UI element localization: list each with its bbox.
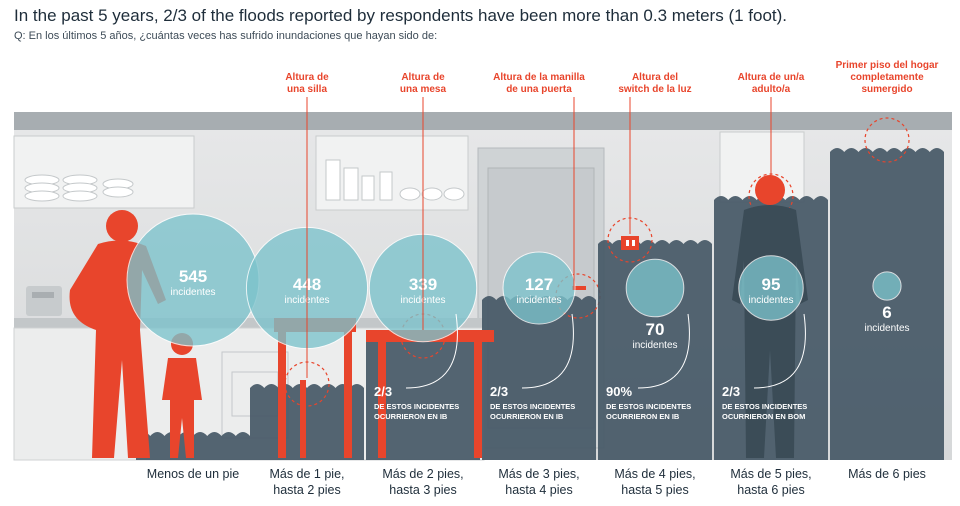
annotation-text: OCURRIERON EN IB (490, 412, 564, 421)
height-label: sumergido (861, 84, 912, 95)
height-label: de una puerta (506, 84, 572, 95)
annotation-text: DE ESTOS INCIDENTES (490, 402, 575, 411)
flood-water-panel (482, 296, 596, 460)
countertop (14, 318, 484, 328)
annotation-text: DE ESTOS INCIDENTES (722, 402, 807, 411)
door-handle-icon (572, 286, 586, 290)
height-label: adulto/a (752, 84, 791, 95)
incident-count: 127 (525, 275, 553, 294)
incident-count: 545 (179, 267, 207, 286)
height-label: Altura de la manilla (493, 72, 585, 83)
incident-count: 6 (882, 303, 891, 322)
category-label: Menos de un pie (147, 467, 239, 481)
toaster-icon (26, 286, 62, 316)
incident-count: 70 (646, 320, 665, 339)
incident-bubble (738, 255, 804, 321)
bowls-icon (24, 174, 134, 202)
annotation-text: DE ESTOS INCIDENTES (606, 402, 691, 411)
category-label: hasta 6 pies (737, 483, 804, 497)
adult-figure (69, 210, 166, 458)
height-label: Primer piso del hogar (836, 60, 939, 71)
annotation-text: OCURRIERON EN BOM (722, 412, 805, 421)
height-label: switch de la luz (618, 84, 691, 95)
height-label: Altura de un/a (738, 72, 805, 83)
annotation-text: OCURRIERON EN IB (606, 412, 680, 421)
incident-bubble (502, 251, 576, 325)
flood-water-panel (830, 148, 944, 460)
height-label: una mesa (400, 84, 447, 95)
incident-label: incidentes (864, 323, 909, 334)
flood-water-panel (366, 336, 480, 460)
annotation-arrow (405, 313, 458, 389)
height-label: Altura del (632, 72, 678, 83)
incident-count: 95 (762, 275, 781, 294)
annotation-fraction: 2/3 (374, 384, 392, 399)
annotation-arrow (753, 313, 806, 389)
category-label: hasta 4 pies (505, 483, 572, 497)
annotation-arrow (521, 313, 574, 389)
incident-label: incidentes (516, 295, 561, 306)
flood-panels (136, 117, 944, 460)
height-label: una silla (287, 84, 327, 95)
flood-water-panel (598, 240, 712, 460)
incident-bubble (872, 271, 902, 301)
category-label: Más de 3 pies, (498, 467, 579, 481)
incident-bubble (625, 258, 685, 318)
height-label: Altura de (285, 72, 329, 83)
light-switch-icon (621, 236, 639, 250)
incident-label: incidentes (632, 340, 677, 351)
category-labels: Menos de un pie Más de 1 pie, hasta 2 pies… (147, 467, 926, 497)
annotation-arrow (637, 313, 690, 389)
category-label: Más de 4 pies, (614, 467, 695, 481)
incident-label: incidentes (748, 295, 793, 306)
category-label: Más de 1 pie, (269, 467, 344, 481)
category-label: hasta 3 pies (389, 483, 456, 497)
survey-question: Q: En los últimos 5 años, ¿cuántas veces… (14, 30, 438, 42)
annotation-fraction: 2/3 (490, 384, 508, 399)
category-label: Más de 5 pies, (730, 467, 811, 481)
top-cabinet-strip (14, 112, 952, 130)
annotation-fraction: 90% (606, 384, 632, 399)
category-label: hasta 2 pies (273, 483, 340, 497)
category-label: Más de 6 pies (848, 467, 926, 481)
height-marker-ring (864, 117, 910, 163)
cups-icon (325, 159, 465, 201)
annotation-fraction: 2/3 (722, 384, 740, 399)
annotation-text: OCURRIERON EN IB (374, 412, 448, 421)
incident-label: incidentes (170, 287, 215, 298)
height-label: Altura de (401, 72, 445, 83)
category-label: Más de 2 pies, (382, 467, 463, 481)
height-label: completamente (850, 72, 924, 83)
category-label: hasta 5 pies (621, 483, 688, 497)
chart-title: In the past 5 years, 2/3 of the floods r… (14, 6, 788, 25)
annotation-text: DE ESTOS INCIDENTES (374, 402, 459, 411)
